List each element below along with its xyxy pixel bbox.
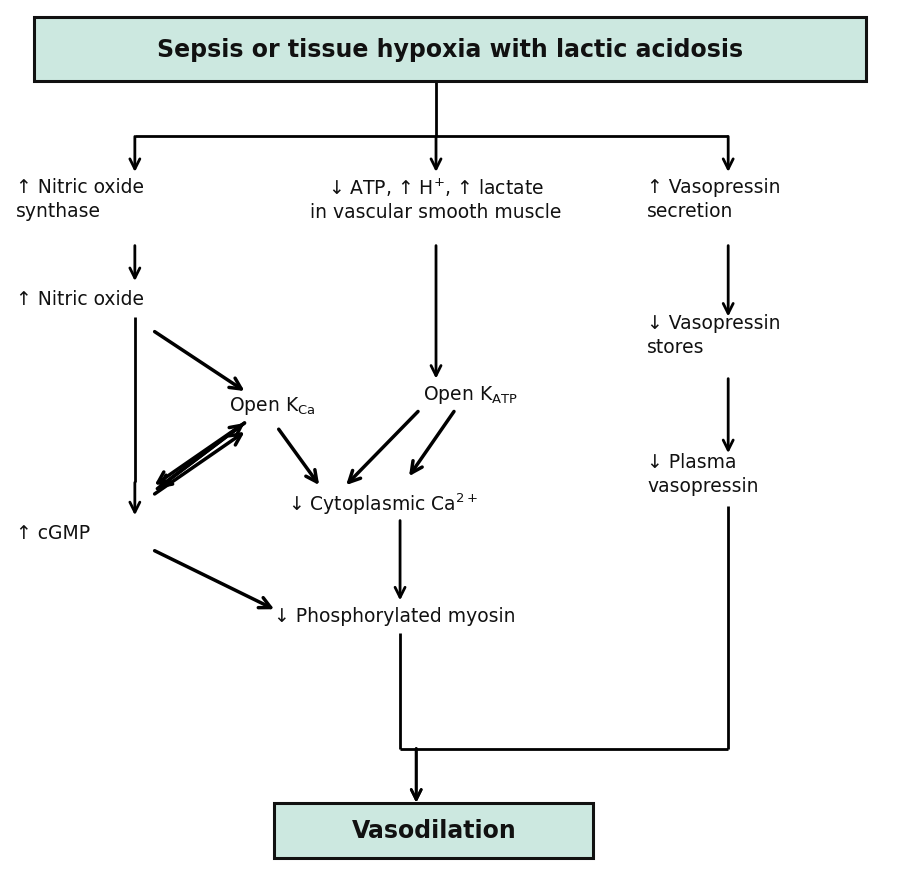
Text: Vasodilation: Vasodilation bbox=[352, 818, 516, 843]
Text: Open K$_{\mathregular{Ca}}$: Open K$_{\mathregular{Ca}}$ bbox=[229, 395, 316, 416]
FancyBboxPatch shape bbox=[274, 803, 593, 858]
Text: ↓ ATP, ↑ H$^{+}$, ↑ lactate
in vascular smooth muscle: ↓ ATP, ↑ H$^{+}$, ↑ lactate in vascular … bbox=[310, 176, 562, 222]
Text: ↓ Plasma
vasopressin: ↓ Plasma vasopressin bbox=[647, 453, 759, 495]
Text: ↓ Cytoplasmic Ca$^{2+}$: ↓ Cytoplasmic Ca$^{2+}$ bbox=[288, 491, 477, 516]
Text: ↓ Phosphorylated myosin: ↓ Phosphorylated myosin bbox=[274, 606, 516, 626]
Text: Sepsis or tissue hypoxia with lactic acidosis: Sepsis or tissue hypoxia with lactic aci… bbox=[157, 37, 743, 62]
Text: ↑ cGMP: ↑ cGMP bbox=[16, 524, 90, 543]
Text: ↑ Nitric oxide
synthase: ↑ Nitric oxide synthase bbox=[16, 178, 144, 221]
Text: Open K$_{\mathregular{ATP}}$: Open K$_{\mathregular{ATP}}$ bbox=[423, 384, 518, 405]
Text: ↑ Vasopressin
secretion: ↑ Vasopressin secretion bbox=[647, 178, 780, 221]
Text: ↓ Vasopressin
stores: ↓ Vasopressin stores bbox=[647, 314, 780, 356]
FancyBboxPatch shape bbox=[34, 18, 866, 82]
Text: ↑ Nitric oxide: ↑ Nitric oxide bbox=[16, 290, 144, 309]
